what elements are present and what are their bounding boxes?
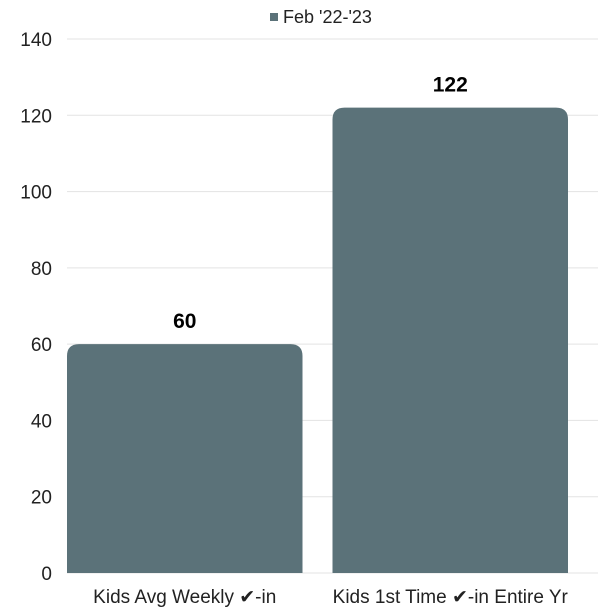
legend-label: Feb '22-'23 [283,7,372,27]
y-tick-label: 40 [31,411,52,432]
y-tick-label: 100 [20,183,52,204]
y-tick-label: 120 [20,106,52,127]
category-label: Kids 1st Time ✔-in Entire Yr [333,587,569,608]
data-label: 60 [173,310,196,333]
y-tick-label: 20 [31,488,52,509]
bar [332,107,568,574]
y-tick-label: 0 [41,564,52,585]
bar [67,344,303,573]
legend-swatch [270,13,278,21]
data-label: 122 [433,74,468,97]
bars [67,107,568,574]
y-tick-label: 60 [31,335,52,356]
y-axis-ticks: 0 20 40 60 80 100 120 140 [20,30,52,585]
category-label: Kids Avg Weekly ✔-in [93,587,276,608]
legend: Feb '22-'23 [270,7,372,27]
data-labels: 60 122 [173,74,468,333]
category-labels: Kids Avg Weekly ✔-in Kids 1st Time ✔-in E… [93,587,568,608]
y-tick-label: 140 [20,30,52,51]
y-tick-label: 80 [31,259,52,280]
